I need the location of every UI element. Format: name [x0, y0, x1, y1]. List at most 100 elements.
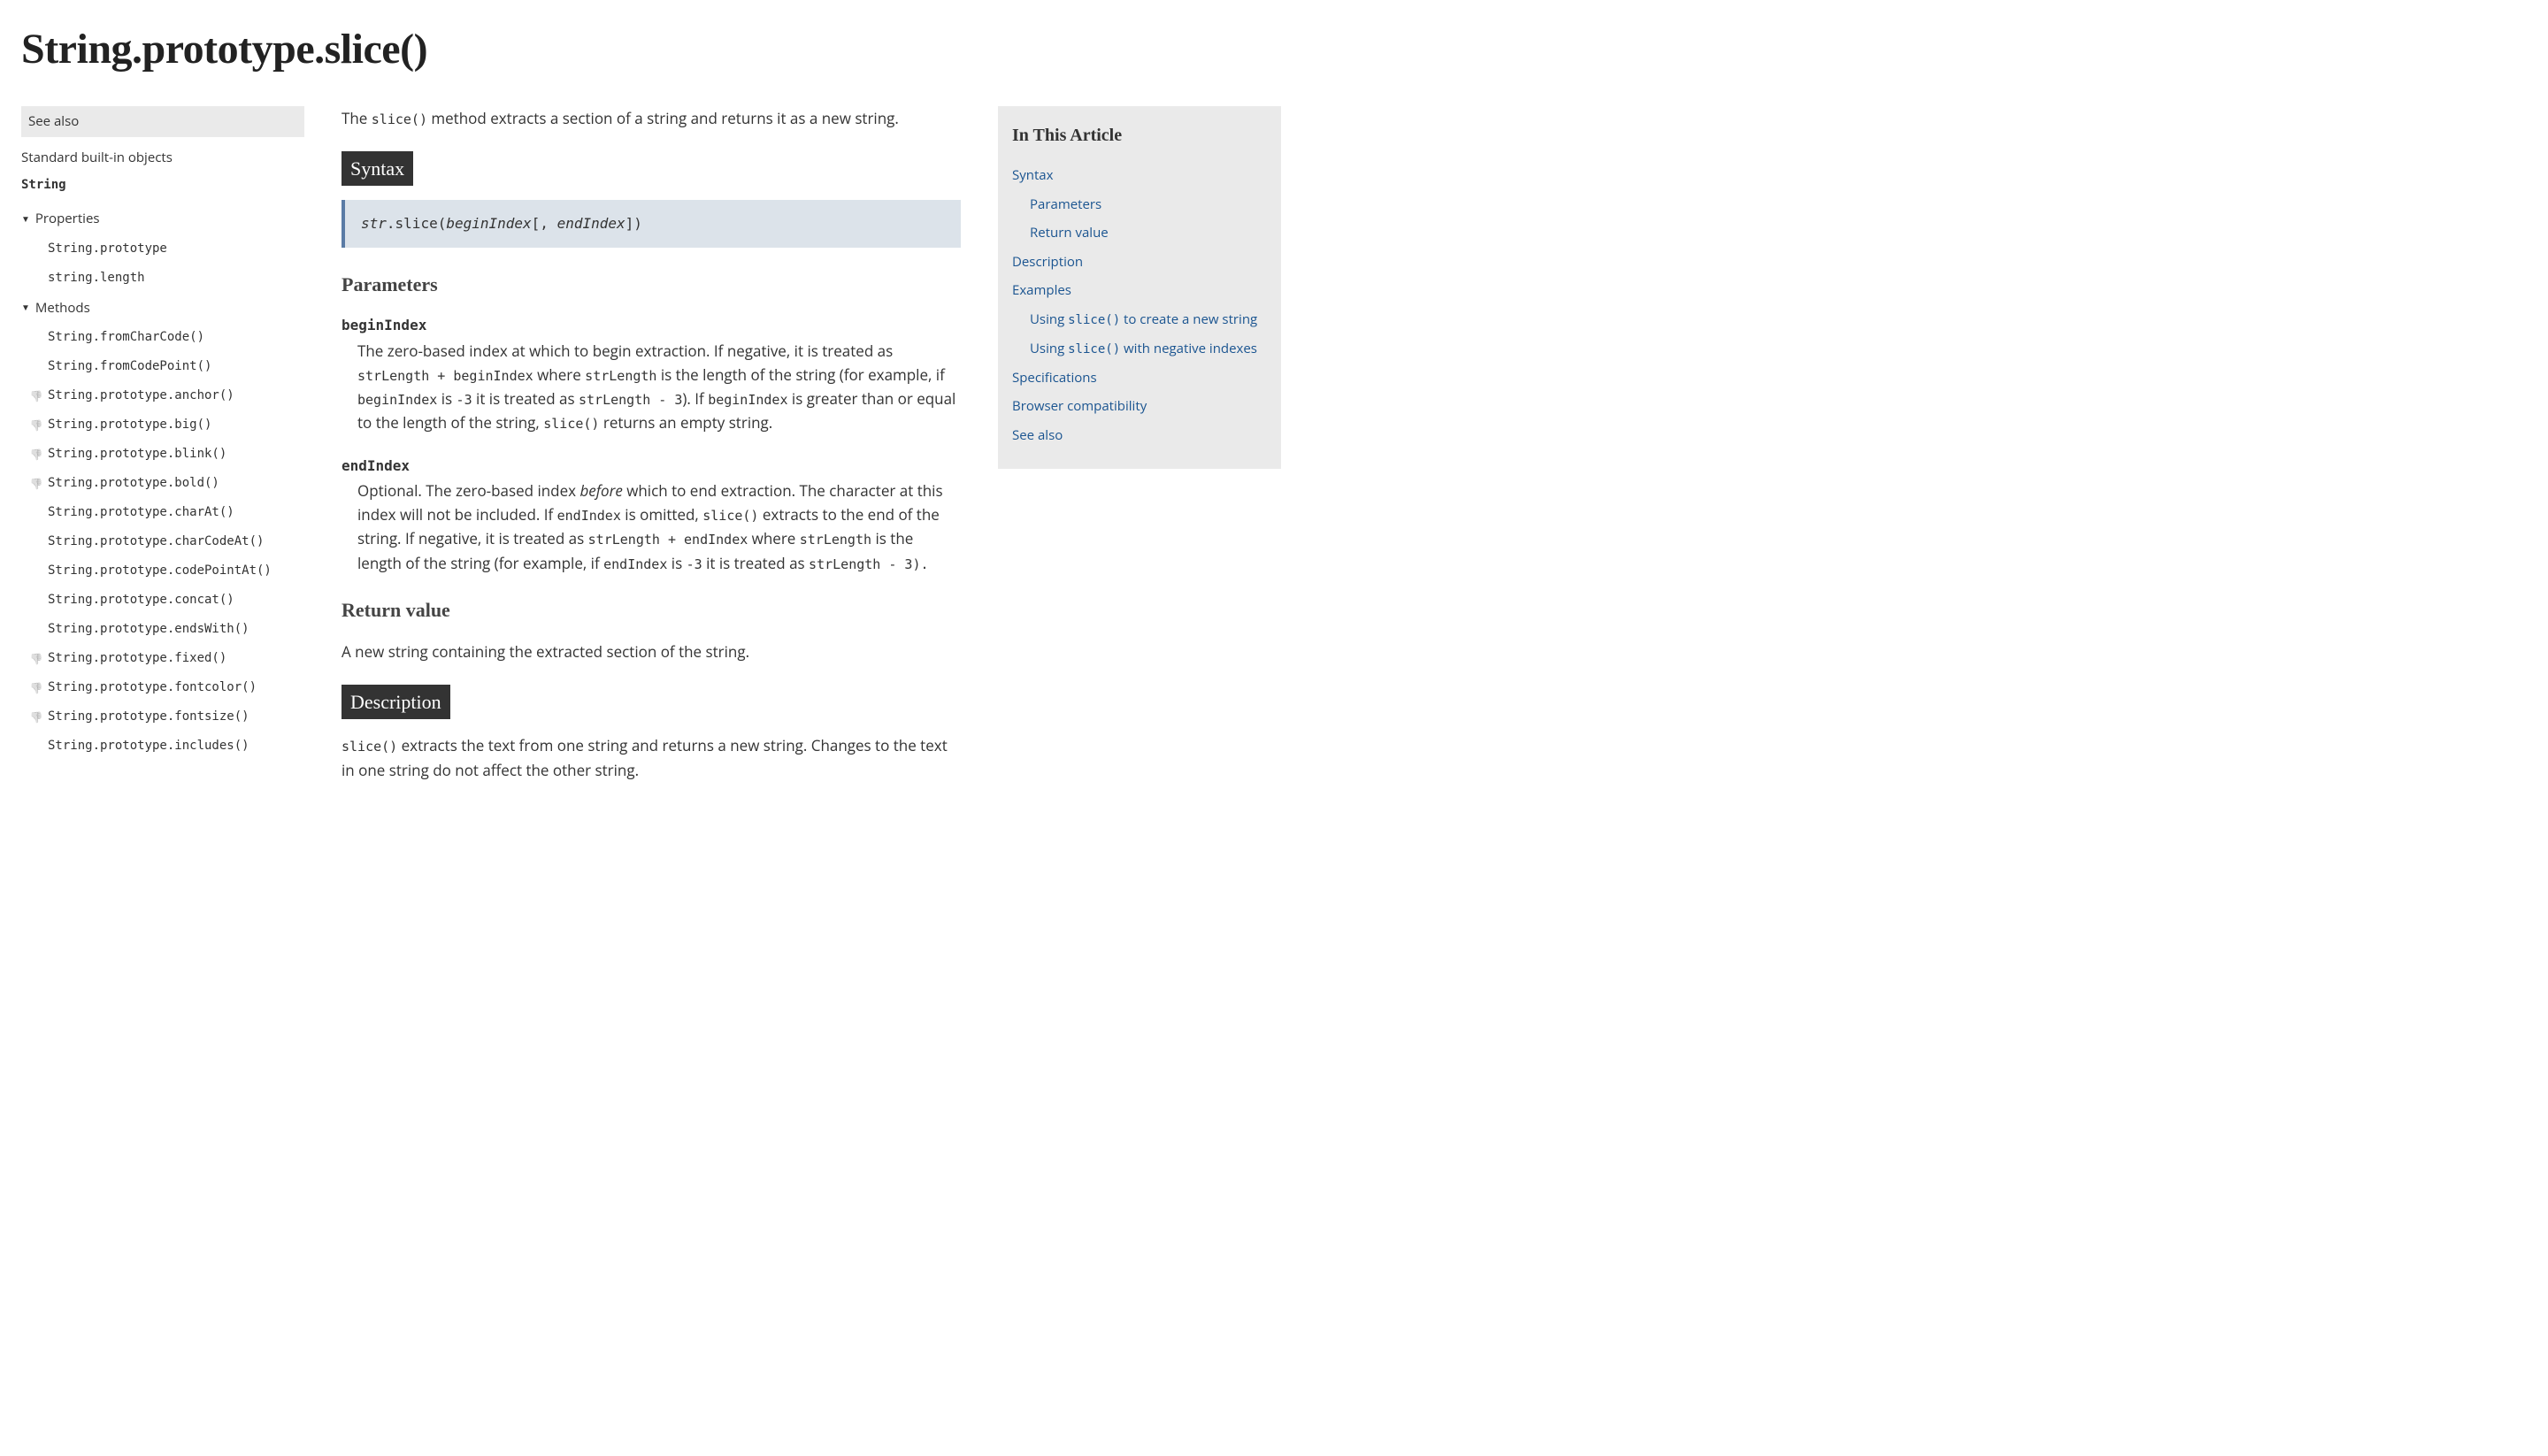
text-span: returns an empty string. [599, 412, 772, 433]
heading-return-value: Return value [342, 594, 961, 625]
inline-code: -3 [457, 392, 472, 408]
sidebar-see-also[interactable]: See also [21, 106, 304, 137]
sidebar-item-label: String.prototype.bold() [48, 474, 219, 493]
sidebar-item-label: String.prototype.endsWith() [48, 620, 249, 639]
toc-link[interactable]: Return value [1012, 218, 1267, 248]
text-span: extracts the text from one string and re… [342, 735, 948, 779]
toc-link[interactable]: Parameters [1012, 190, 1267, 219]
inline-code: -3 [687, 556, 702, 572]
text-span: it is treated as [472, 388, 579, 409]
parameter-description: The zero-based index at which to begin e… [357, 339, 961, 435]
sidebar-item[interactable]: 👎 String.prototype.anchor() [30, 381, 304, 410]
toc-link[interactable]: Description [1012, 248, 1267, 277]
toc-link[interactable]: Specifications [1012, 364, 1267, 393]
toc-link[interactable]: Syntax [1012, 161, 1267, 190]
sidebar-item[interactable]: String.fromCodePoint() [30, 352, 304, 381]
section-syntax: Syntax [342, 151, 413, 186]
thumbs-down-icon: 👎 [30, 476, 42, 492]
text-span: to create a new string [1120, 310, 1257, 328]
toc-heading: In This Article [1012, 122, 1267, 149]
sidebar-item[interactable]: string.length [30, 264, 304, 293]
return-value-text: A new string containing the extracted se… [342, 640, 961, 663]
sidebar-item[interactable]: 👎 String.prototype.bold() [30, 469, 304, 498]
toc-link[interactable]: Browser compatibility [1012, 392, 1267, 421]
sidebar-item[interactable]: 👎 String.prototype.fontsize() [30, 702, 304, 732]
sidebar-group-header[interactable]: ▼Methods [21, 293, 304, 324]
sidebar-item-label: String.prototype.big() [48, 416, 211, 434]
sidebar-item[interactable]: String.prototype.charAt() [30, 498, 304, 527]
thumbs-down-icon: 👎 [30, 680, 42, 696]
text-span: The zero-based index at which to begin e… [357, 341, 893, 361]
text-span: is [437, 388, 456, 409]
chevron-down-icon: ▼ [21, 212, 30, 226]
main-content: The slice() method extracts a section of… [342, 106, 961, 798]
sidebar-item[interactable]: String.fromCharCode() [30, 323, 304, 352]
inline-code: strLength [800, 532, 871, 548]
inline-code: strLength + beginIndex [357, 368, 533, 384]
thumbs-down-icon: 👎 [30, 651, 42, 667]
sidebar-item[interactable]: String.prototype.codePointAt() [30, 556, 304, 586]
inline-code: strLength [585, 368, 656, 384]
sidebar: See also Standard built-in objects Strin… [21, 106, 304, 761]
inline-code: slice() [1068, 342, 1120, 356]
inline-code: slice() [543, 416, 599, 432]
sidebar-item-label: String.prototype.includes() [48, 737, 249, 755]
emphasis: before [579, 480, 622, 501]
sidebar-item[interactable]: 👎 String.prototype.fixed() [30, 644, 304, 673]
text-span: it is treated as [702, 553, 809, 573]
inline-code: slice() [702, 508, 758, 524]
toc-link[interactable]: Using slice() to create a new string [1012, 305, 1267, 334]
text-span: Using [1030, 340, 1068, 357]
text-span: is the length of the string (for example… [656, 364, 944, 385]
sidebar-root-link[interactable]: Standard built-in objects [21, 144, 304, 172]
sidebar-item-label: String.prototype.charCodeAt() [48, 533, 264, 551]
sidebar-item-label: String.prototype.charAt() [48, 503, 234, 522]
sidebar-item[interactable]: String.prototype [30, 234, 304, 264]
sidebar-group-label: Properties [35, 209, 100, 229]
sidebar-item-label: String.prototype.concat() [48, 591, 234, 609]
sidebar-object[interactable]: String [21, 176, 304, 195]
intro-code: slice() [372, 111, 427, 127]
thumbs-down-icon: 👎 [30, 709, 42, 725]
toc-link[interactable]: Examples [1012, 276, 1267, 305]
text-span: where [533, 364, 585, 385]
syntax-arg1: beginIndex [446, 215, 531, 232]
sidebar-item[interactable]: 👎String.prototype.blink() [30, 440, 304, 469]
text-span: is omitted, [621, 504, 702, 525]
toc-link[interactable]: Using slice() with negative indexes [1012, 334, 1267, 364]
sidebar-item-label: String.prototype.fontsize() [48, 708, 249, 726]
syntax-obj: str [361, 215, 387, 232]
sidebar-item-label: String.prototype.fontcolor() [48, 678, 257, 697]
description-paragraph: slice() extracts the text from one strin… [342, 733, 961, 781]
sidebar-item-label: String.prototype.fixed() [48, 649, 226, 668]
text-span: with negative indexes [1120, 340, 1257, 357]
toc-link[interactable]: See also [1012, 421, 1267, 450]
heading-parameters: Parameters [342, 269, 961, 300]
sidebar-item[interactable]: 👎String.prototype.big() [30, 410, 304, 440]
syntax-sep: [, [532, 215, 557, 232]
intro-pre: The [342, 108, 372, 128]
thumbs-down-icon: 👎 [30, 388, 42, 404]
inline-code: slice() [1068, 313, 1120, 327]
sidebar-item[interactable]: String.prototype.includes() [30, 732, 304, 761]
syntax-box: str.slice(beginIndex[, endIndex]) [342, 200, 961, 248]
sidebar-item-label: String.prototype [48, 240, 167, 258]
sidebar-item[interactable]: String.prototype.concat() [30, 586, 304, 615]
sidebar-item[interactable]: 👎 String.prototype.fontcolor() [30, 673, 304, 702]
sidebar-item-label: String.prototype.blink() [48, 445, 226, 464]
syntax-close: ]) [625, 215, 642, 232]
intro-post: method extracts a section of a string an… [427, 108, 899, 128]
text-span: ). If [682, 388, 708, 409]
sidebar-item-label: String.prototype.anchor() [48, 387, 234, 405]
syntax-arg2: endIndex [557, 215, 625, 232]
sidebar-item-label: String.fromCodePoint() [48, 357, 211, 376]
inline-code: endIndex [603, 556, 667, 572]
sidebar-item[interactable]: String.prototype.charCodeAt() [30, 527, 304, 556]
inline-code: beginIndex [708, 392, 787, 408]
syntax-method: .slice( [387, 215, 446, 232]
sidebar-item[interactable]: String.prototype.endsWith() [30, 615, 304, 644]
inline-code: strLength + endIndex [588, 532, 748, 548]
inline-code: strLength - 3). [809, 556, 928, 572]
sidebar-group-header[interactable]: ▼ Properties [21, 203, 304, 234]
inline-code: slice() [342, 739, 397, 755]
